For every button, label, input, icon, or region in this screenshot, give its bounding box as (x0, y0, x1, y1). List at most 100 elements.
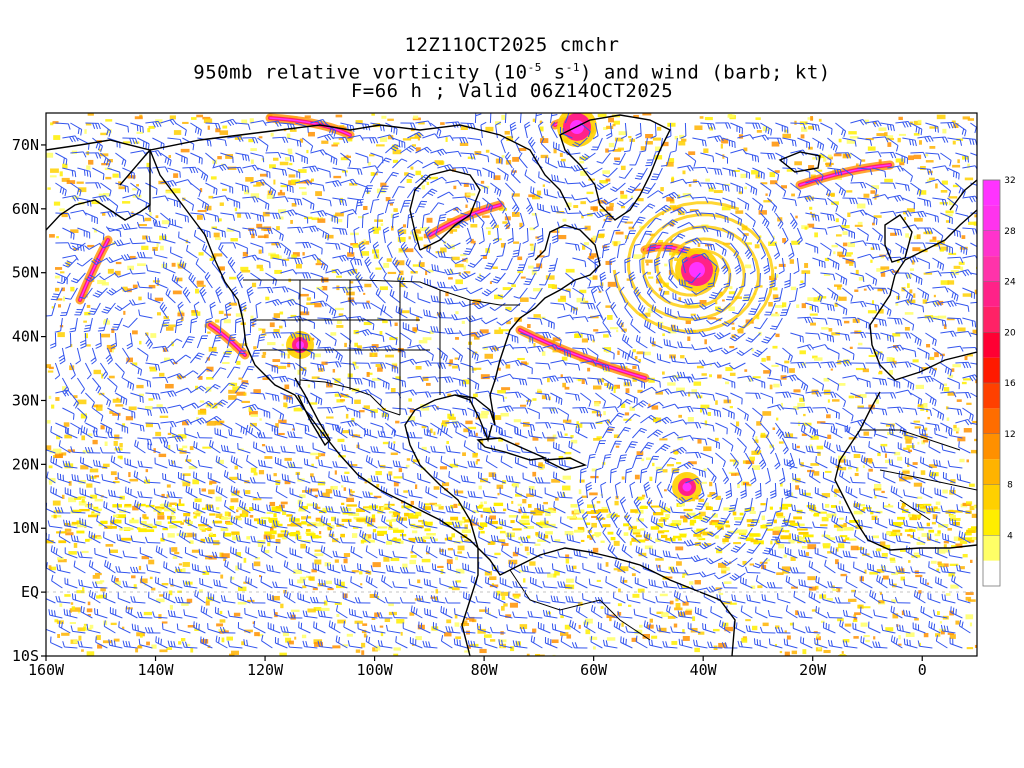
vorticity-speck (346, 154, 349, 160)
vorticity-speck (253, 389, 261, 394)
vorticity-speck (455, 520, 466, 524)
vorticity-speck (689, 521, 695, 526)
vorticity-speck (497, 492, 500, 496)
wind-barb (670, 137, 678, 153)
wind-barb (880, 151, 897, 159)
vorticity-speck (949, 489, 956, 495)
vorticity-speck (428, 176, 438, 180)
vorticity-speck (782, 133, 791, 139)
vorticity-speck (606, 614, 616, 619)
wind-barb (707, 135, 724, 143)
vorticity-speck (928, 529, 935, 533)
vorticity-speck (691, 389, 698, 395)
vorticity-speck (275, 480, 281, 483)
wind-barb (310, 118, 327, 127)
vorticity-speck (681, 138, 687, 142)
vorticity-speck (872, 535, 879, 539)
vorticity-speck (291, 609, 300, 612)
wind-barb (160, 180, 177, 188)
vorticity-speck (489, 281, 492, 285)
vorticity-speck (894, 451, 901, 456)
vorticity-speck (565, 288, 571, 292)
vorticity-speck (86, 651, 95, 656)
wind-barb (145, 235, 161, 244)
vorticity-speck (148, 398, 154, 401)
vorticity-speck (336, 320, 342, 324)
vorticity-speck (383, 262, 390, 268)
vorticity-speck (106, 344, 116, 350)
vorticity-speck (560, 632, 569, 636)
vorticity-speck (190, 117, 197, 120)
vorticity-speck (694, 125, 703, 131)
wind-barb (227, 227, 241, 239)
wind-barb (422, 188, 438, 199)
vorticity-speck (632, 365, 637, 370)
vorticity-speck (521, 515, 530, 519)
vorticity-speck (728, 530, 737, 534)
vorticity-speck (539, 138, 549, 144)
vorticity-speck (539, 126, 544, 132)
vorticity-speck (920, 470, 926, 475)
vorticity-speck (80, 413, 87, 419)
vorticity-speck (163, 357, 171, 361)
vorticity-speck (197, 409, 207, 415)
wind-barb (325, 268, 342, 276)
vorticity-speck (154, 297, 164, 302)
vorticity-speck (215, 520, 222, 524)
vorticity-speck (435, 589, 439, 594)
vorticity-speck (410, 500, 415, 505)
vorticity-speck (857, 221, 863, 225)
vorticity-speck (842, 639, 850, 643)
wind-barb (272, 257, 287, 267)
vorticity-speck (973, 505, 977, 509)
vorticity-speck (615, 445, 620, 448)
vorticity-speck (722, 266, 729, 269)
vorticity-speck (923, 231, 933, 235)
wind-barb (391, 186, 405, 199)
wind-barb (512, 242, 521, 258)
vorticity-speck (965, 614, 974, 620)
vorticity-speck (602, 170, 610, 174)
vorticity-speck (648, 377, 655, 383)
vorticity-speck (78, 496, 86, 499)
vorticity-speck (99, 153, 109, 157)
vorticity-speck (415, 170, 422, 176)
vorticity-speck (902, 470, 910, 474)
vorticity-speck (544, 534, 549, 539)
vorticity-speck (693, 534, 701, 537)
vorticity-speck (728, 306, 735, 311)
vorticity-speck (158, 614, 162, 619)
wind-barb (430, 202, 445, 214)
vorticity-speck (934, 533, 941, 537)
vorticity-speck (391, 225, 394, 231)
vorticity-speck (685, 610, 692, 615)
vorticity-speck (200, 538, 205, 543)
vorticity-speck (414, 598, 422, 601)
vorticity-speck (560, 158, 566, 162)
vorticity-speck (143, 611, 153, 616)
vorticity-speck (93, 228, 98, 233)
vorticity-speck (250, 159, 254, 164)
vorticity-speck (675, 598, 679, 602)
vorticity-speck (342, 430, 351, 434)
vorticity-speck (863, 288, 867, 291)
vorticity-speck (927, 170, 933, 174)
vorticity-speck (720, 567, 730, 571)
vorticity-speck (136, 184, 139, 187)
vorticity-speck (547, 573, 554, 578)
vorticity-speck (817, 451, 821, 456)
vorticity-speck (625, 388, 630, 393)
vorticity-speck (889, 532, 897, 537)
vorticity-speck (300, 540, 311, 543)
vorticity-speck (257, 520, 267, 525)
vorticity-speck (853, 510, 863, 515)
vorticity-speck (939, 246, 949, 251)
wind-barb (910, 151, 927, 159)
vorticity-speck (84, 129, 87, 134)
vorticity-speck (139, 114, 143, 118)
vorticity-speck (247, 599, 255, 603)
vorticity-speck (621, 566, 629, 572)
vorticity-speck (850, 545, 859, 551)
vorticity-speck (678, 503, 685, 507)
vorticity-speck (499, 207, 508, 211)
